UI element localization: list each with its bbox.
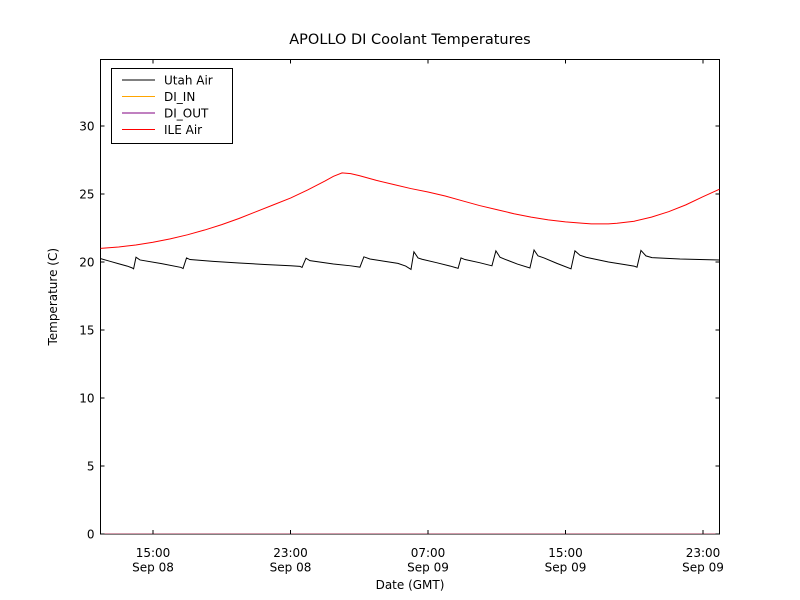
series-line-utah-air bbox=[100, 248, 720, 271]
legend-item-utah-air: Utah Air bbox=[122, 73, 213, 87]
x-tick-label-date: Sep 08 bbox=[270, 561, 312, 575]
axis-ticks bbox=[100, 59, 720, 535]
x-tick-label-date: Sep 09 bbox=[682, 561, 724, 575]
x-tick-label-time: 23:00 bbox=[273, 546, 308, 560]
legend: Utah Air DI_IN DI_OUT ILE Air bbox=[111, 68, 233, 144]
legend-label-ile-air: ILE Air bbox=[164, 123, 202, 137]
series-group bbox=[100, 172, 720, 534]
legend-item-di-in: DI_IN bbox=[122, 90, 195, 104]
chart-title: APOLLO DI Coolant Temperatures bbox=[289, 32, 530, 48]
y-tick-label: 20 bbox=[79, 255, 94, 269]
legend-label-di-in: DI_IN bbox=[164, 90, 195, 104]
x-tick-label-date: Sep 09 bbox=[407, 561, 449, 575]
x-tick-label-time: 15:00 bbox=[136, 546, 171, 560]
y-tick-label: 0 bbox=[87, 527, 95, 541]
x-axis-label: Date (GMT) bbox=[376, 578, 445, 592]
y-tick-label: 25 bbox=[79, 187, 94, 201]
legend-item-ile-air: ILE Air bbox=[122, 123, 202, 137]
y-tick-label: 10 bbox=[79, 391, 94, 405]
x-tick-label-date: Sep 08 bbox=[132, 561, 174, 575]
y-tick-label: 30 bbox=[79, 119, 94, 133]
x-tick-label-time: 07:00 bbox=[411, 546, 446, 560]
legend-label-utah-air: Utah Air bbox=[164, 73, 213, 87]
x-tick-label-time: 15:00 bbox=[548, 546, 583, 560]
y-tick-label: 5 bbox=[87, 459, 95, 473]
legend-item-di-out: DI_OUT bbox=[122, 106, 209, 120]
x-tick-label-date: Sep 09 bbox=[545, 561, 587, 575]
legend-box bbox=[111, 68, 233, 144]
y-axis-label: Temperature (C) bbox=[46, 248, 60, 347]
series-line-ile-air bbox=[100, 172, 720, 249]
legend-label-di-out: DI_OUT bbox=[164, 106, 209, 120]
y-tick-label: 15 bbox=[79, 323, 94, 337]
x-tick-label-time: 23:00 bbox=[686, 546, 721, 560]
